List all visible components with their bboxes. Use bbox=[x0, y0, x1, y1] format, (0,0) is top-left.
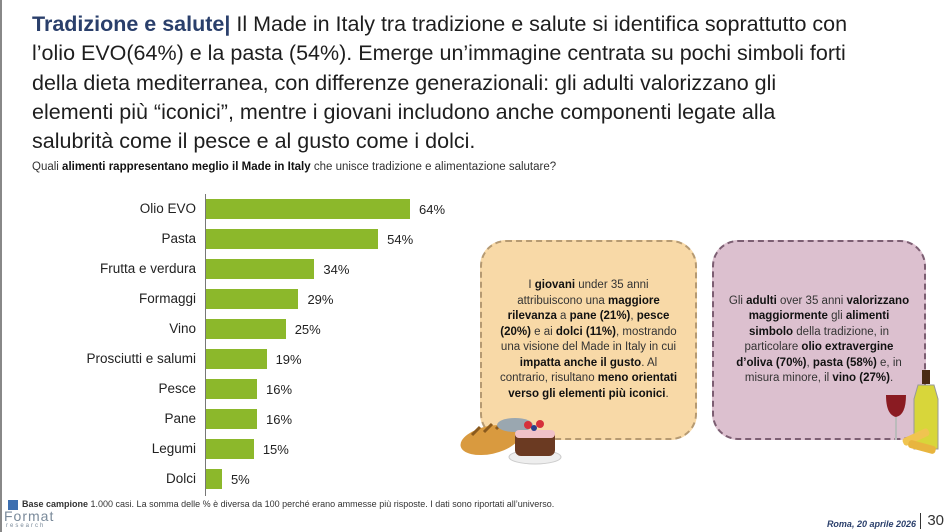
bold-text: pesce (20%) bbox=[500, 310, 670, 338]
text: , mostrando una visione del Made in Ital… bbox=[500, 325, 677, 354]
category-label: Formaggi bbox=[138, 291, 196, 306]
bold-text: alimenti rappresentano meglio il Made in… bbox=[62, 161, 311, 173]
category-label: Pasta bbox=[161, 231, 196, 246]
value-label: 16% bbox=[266, 412, 293, 427]
header-line: salubrità come il pesce e al gusto come … bbox=[32, 129, 476, 154]
bar bbox=[206, 439, 254, 459]
value-label: 54% bbox=[387, 232, 414, 247]
young-insight-text: I giovani under 35 anni attribuiscono un… bbox=[496, 278, 681, 402]
footer-note-text: 1.000 casi. La somma delle % è diversa d… bbox=[88, 499, 555, 509]
bar bbox=[206, 409, 257, 429]
value-label: 19% bbox=[275, 352, 302, 367]
footer-note-bold: Base campione bbox=[22, 499, 89, 509]
text: Gli bbox=[728, 294, 747, 307]
bold-text: adulti bbox=[746, 294, 777, 307]
text: over 35 anni bbox=[776, 294, 847, 307]
survey-question: Quali alimenti rappresentano meglio il M… bbox=[32, 161, 556, 173]
category-label: Vino bbox=[169, 321, 196, 336]
slide-header: Tradizione e salute| Il Made in Italy tr… bbox=[32, 10, 947, 156]
bold-text: valorizzano maggiormente bbox=[748, 294, 910, 323]
text: della tradizione, in particolare bbox=[744, 325, 889, 354]
header-line: Il Made in Italy tra tradizione e salute… bbox=[230, 12, 848, 36]
bread-cake-illustration-icon bbox=[460, 418, 562, 465]
value-label: 29% bbox=[307, 292, 334, 307]
bold-text: vino (27%) bbox=[832, 372, 890, 384]
category-label: Legumi bbox=[151, 441, 196, 456]
value-label: 64% bbox=[419, 202, 446, 217]
text: . bbox=[665, 387, 669, 400]
left-border bbox=[0, 0, 2, 532]
header-line: l’olio EVO(64%) e la pasta (54%). Emerge… bbox=[32, 41, 846, 66]
text: , bbox=[630, 310, 637, 322]
text: I bbox=[528, 279, 535, 291]
value-label: 34% bbox=[323, 262, 350, 277]
bar bbox=[206, 289, 299, 309]
category-label: Prosciutti e salumi bbox=[86, 351, 196, 366]
bold-text: pane (21%) bbox=[569, 310, 631, 322]
bar bbox=[206, 349, 267, 369]
bold-text: olio extravergine d’oliva (70%) bbox=[736, 341, 894, 369]
header-line: della dieta mediterranea, con differenze… bbox=[32, 70, 777, 95]
category-label: Pesce bbox=[158, 381, 196, 396]
adults-insight-text: Gli adulti over 35 anni valorizzano magg… bbox=[728, 294, 910, 387]
bar-chart: Olio EVO 64% Pasta 54% Frutta e verdura 34% Fo… bbox=[0, 190, 470, 496]
young-insight-box: I giovani under 35 anni attribuiscono un… bbox=[480, 240, 697, 440]
logo-mark-icon bbox=[8, 500, 18, 510]
page-number: 30 bbox=[920, 513, 944, 529]
wine-oil-pasta-illustration-icon bbox=[886, 370, 939, 454]
header-line: elementi più “iconici”, mentre i giovani… bbox=[32, 99, 776, 124]
bold-text: alimenti simbolo bbox=[749, 310, 890, 338]
bar bbox=[206, 319, 286, 339]
bold-text: pasta (58%) bbox=[812, 356, 877, 369]
bold-text: giovani bbox=[534, 279, 576, 291]
bar bbox=[206, 229, 379, 249]
text: , bbox=[806, 356, 813, 369]
text: e ai bbox=[530, 325, 556, 338]
bold-text: impatta anche il gusto bbox=[519, 356, 642, 369]
text: e, in misura minore, il bbox=[744, 356, 902, 385]
bold-text: dolci (11%) bbox=[555, 325, 616, 338]
value-label: 25% bbox=[294, 322, 321, 337]
value-label: 16% bbox=[266, 382, 293, 397]
text: Quali bbox=[32, 161, 63, 173]
text: under 35 anni attribuiscono una bbox=[517, 279, 649, 307]
title-separator: | bbox=[224, 12, 231, 36]
format-logo-sub: research bbox=[6, 523, 46, 529]
bar bbox=[206, 469, 222, 489]
category-label: Frutta e verdura bbox=[99, 261, 196, 276]
text: gli bbox=[827, 310, 846, 322]
category-label: Pane bbox=[164, 411, 196, 426]
footer-note: Base campione 1.000 casi. La somma delle… bbox=[22, 499, 554, 509]
bar bbox=[206, 259, 315, 279]
bar bbox=[206, 199, 410, 219]
category-label: Dolci bbox=[165, 471, 196, 486]
text: . Al contrario, risultano bbox=[499, 356, 658, 385]
bold-text: maggiore rilevanza bbox=[507, 294, 660, 323]
value-label: 5% bbox=[230, 472, 250, 487]
bold-text: meno orientati verso gli elementi più ic… bbox=[508, 372, 678, 400]
chart-axis bbox=[205, 194, 206, 496]
bar bbox=[206, 379, 257, 399]
slide-date: Roma, 20 aprile 2026 bbox=[826, 519, 916, 529]
text: . bbox=[889, 372, 894, 384]
format-logo: Format bbox=[4, 508, 55, 524]
text: a bbox=[556, 310, 570, 322]
category-label: Olio EVO bbox=[139, 201, 196, 216]
text: che unisce tradizione e alimentazione sa… bbox=[310, 161, 557, 173]
value-label: 15% bbox=[262, 442, 289, 457]
slide-title: Tradizione e salute bbox=[32, 12, 225, 36]
